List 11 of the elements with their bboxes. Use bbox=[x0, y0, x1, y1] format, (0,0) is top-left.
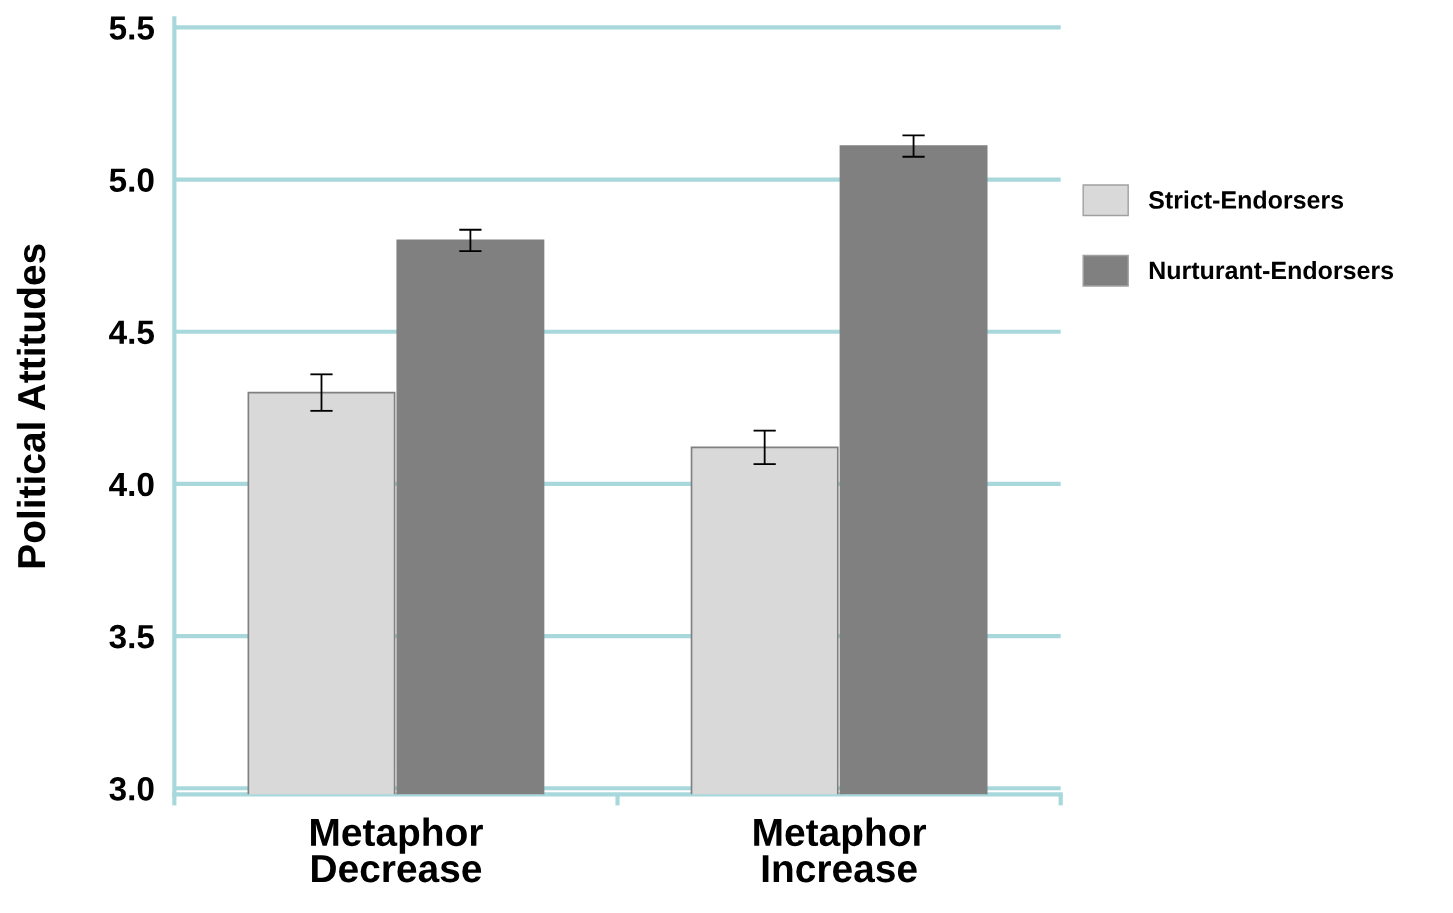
x-tick-label: Metaphor Decrease bbox=[311, 817, 483, 883]
legend-label: Nurturant-Endorsers bbox=[1149, 260, 1394, 280]
legend-label: Strict-Endorsers bbox=[1148, 190, 1344, 209]
y-tick-label: 3.0 bbox=[109, 777, 154, 801]
y-axis-title: Political Attitudes bbox=[16, 244, 46, 568]
y-tick-label: 5.5 bbox=[109, 16, 154, 40]
y-tick-label: 4.5 bbox=[109, 320, 154, 345]
y-tick-label: 5.0 bbox=[109, 168, 154, 192]
x-tick-label: Metaphor Increase bbox=[754, 817, 927, 883]
y-tick-label: 3.5 bbox=[109, 624, 154, 649]
y-tick-label: 4.0 bbox=[109, 472, 154, 497]
